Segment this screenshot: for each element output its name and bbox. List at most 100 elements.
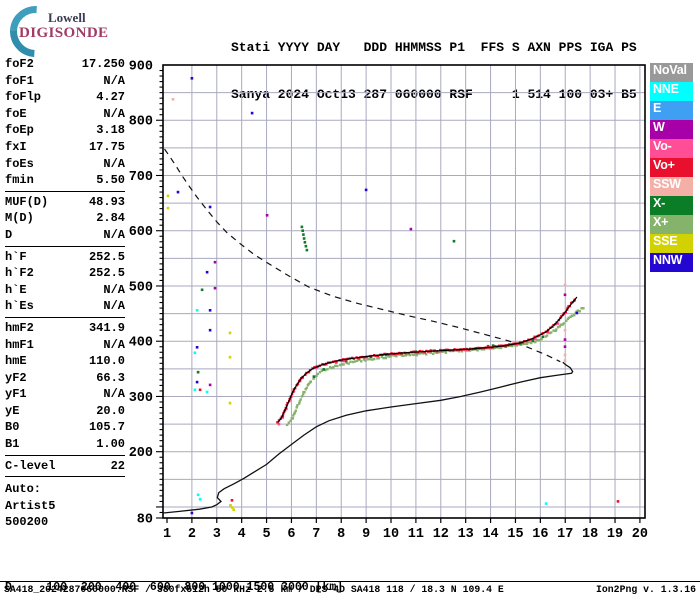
param-value: 110.0 xyxy=(88,354,125,369)
param-row-md: M(D) 2.84 xyxy=(5,210,125,227)
logo-digisonde-text: DIGISONDE xyxy=(19,25,109,41)
param-row-d: D N/A xyxy=(5,227,125,244)
y-tick-label: 500 xyxy=(129,280,153,295)
legend-item-x: X+ xyxy=(650,215,693,234)
logo-lowell-text: Lowell xyxy=(48,10,86,25)
y-tick-label: 700 xyxy=(129,170,153,185)
x-tick-label: 15 xyxy=(507,527,523,542)
param-row-ye: yE 20.0 xyxy=(5,403,125,420)
param-value: 5.50 xyxy=(96,173,125,188)
legend-item-sse: SSE xyxy=(650,234,693,253)
legend-item-vo: Vo- xyxy=(650,139,693,158)
param-group: C-level 22 xyxy=(5,458,125,478)
param-value: 252.5 xyxy=(88,249,125,264)
legend-item-e: E xyxy=(650,101,693,120)
x-tick-label: 9 xyxy=(362,527,370,542)
footer-divider xyxy=(0,581,700,582)
dashed-transmission-curve xyxy=(164,148,561,363)
param-row-fof2: foF2 17.250 xyxy=(5,56,125,73)
x-tick-label: 12 xyxy=(433,527,449,542)
param-row-foep: foEp 3.18 xyxy=(5,122,125,139)
param-value: 17.250 xyxy=(81,57,125,71)
param-value: 105.7 xyxy=(88,420,125,435)
param-row-b0: B0 105.7 xyxy=(5,419,125,436)
param-value: N/A xyxy=(103,106,125,121)
param-value: 4.27 xyxy=(96,90,125,105)
param-value: 48.93 xyxy=(88,194,125,209)
x-tick-label: 2 xyxy=(188,527,196,542)
param-row-fmin: fmin 5.50 xyxy=(5,172,125,189)
y-tick-label: 80 xyxy=(137,513,153,528)
y-tick-label: 300 xyxy=(129,391,153,406)
param-row-fof1: foF1 N/A xyxy=(5,73,125,90)
x-tick-label: 5 xyxy=(263,527,271,542)
param-row-b1: B1 1.00 xyxy=(5,436,125,453)
param-label: yF2 xyxy=(5,370,27,385)
param-label: yF1 xyxy=(5,387,27,402)
param-label: h`Es xyxy=(5,299,34,314)
param-value: 22 xyxy=(110,458,125,473)
param-group: foF2 17.250 foF1 N/A foFlp 4.27 foE N/A foEp 3.18… xyxy=(5,56,125,192)
x-tick-label: 4 xyxy=(238,527,246,542)
param-row-hes: h`Es N/A xyxy=(5,298,125,315)
legend-item-w: W xyxy=(650,120,693,139)
x-tick-label: 11 xyxy=(408,527,424,542)
param-value: N/A xyxy=(103,227,125,242)
param-group: h`F 252.5 h`F2 252.5 h`E N/A h`Es N/A xyxy=(5,249,125,318)
x-tick-label: 14 xyxy=(482,527,498,542)
param-row-foes: foEs N/A xyxy=(5,156,125,173)
param-value: 17.75 xyxy=(88,139,125,154)
footer-bar: SA418_2024287060000.RSF / 380fx512h 50 k… xyxy=(4,584,696,595)
param-label: D xyxy=(5,227,13,242)
autoscaling-line: 500200 xyxy=(5,515,49,530)
param-value: 20.0 xyxy=(96,403,125,418)
legend-item-nne: NNE xyxy=(650,82,693,101)
param-row-hmf1: hmF1 N/A xyxy=(5,337,125,354)
param-group: hmF2 341.9 hmF1 N/A hmE 110.0 yF2 66.3 yF1 N/A yE 2… xyxy=(5,320,125,456)
param-label: foF1 xyxy=(5,73,34,88)
artist-fit-line xyxy=(277,296,578,423)
footer-file-info: SA418_2024287060000.RSF / 380fx512h 50 k… xyxy=(4,584,504,595)
autoscaling-info: Auto: Artist5 500200 xyxy=(5,479,125,531)
y-tick-label: 800 xyxy=(129,115,153,130)
param-row-foe: foE N/A xyxy=(5,106,125,123)
param-row-fxi: fxI 17.75 xyxy=(5,139,125,156)
param-group: MUF(D) 48.93 M(D) 2.84 D N/A xyxy=(5,194,125,247)
param-label: B1 xyxy=(5,437,20,452)
param-label: fmin xyxy=(5,173,34,188)
legend-item-x: X- xyxy=(650,196,693,215)
param-label: B0 xyxy=(5,420,20,435)
header-values: Sanya 2024 Oct13 287 060000 RSF 1 514 10… xyxy=(231,86,637,102)
param-row-hmf2: hmF2 341.9 xyxy=(5,320,125,337)
param-value: N/A xyxy=(103,337,125,352)
measurement-header: Stati YYYY DAY DDD HHMMSS P1 FFS S AXN P… xyxy=(231,9,637,133)
param-label: foEp xyxy=(5,123,34,138)
param-row-yf1: yF1 N/A xyxy=(5,386,125,403)
y-tick-label: 600 xyxy=(129,225,153,240)
d-muf-table: D 100 200 400 600 800 1000 1500 3000 [km… xyxy=(5,555,350,600)
autoscaling-line: Artist5 xyxy=(5,498,56,513)
legend-item-vo: Vo+ xyxy=(650,158,693,177)
param-value: N/A xyxy=(103,73,125,88)
x-tick-label: 8 xyxy=(337,527,345,542)
digisonde-logo: Lowell DIGISONDE xyxy=(0,0,126,68)
param-label: fxI xyxy=(5,139,27,154)
param-label: h`E xyxy=(5,282,27,297)
autoscaling-line: Auto: xyxy=(5,482,42,497)
d-row: D 100 200 400 600 800 1000 1500 3000 [km… xyxy=(5,581,344,594)
param-label: MUF(D) xyxy=(5,194,49,209)
param-row-hf: h`F 252.5 xyxy=(5,249,125,266)
param-value: 252.5 xyxy=(88,266,125,281)
param-label: C-level xyxy=(5,458,56,473)
x-tick-label: 19 xyxy=(607,527,623,542)
y-tick-label: 400 xyxy=(129,336,153,351)
legend-item-nnw: NNW xyxy=(650,253,693,272)
x-tick-label: 13 xyxy=(458,527,474,542)
x-tick-label: 18 xyxy=(582,527,598,542)
param-label: foE xyxy=(5,106,27,121)
x-tick-label: 7 xyxy=(312,527,320,542)
x-tick-label: 6 xyxy=(287,527,295,542)
param-value: 3.18 xyxy=(96,123,125,138)
